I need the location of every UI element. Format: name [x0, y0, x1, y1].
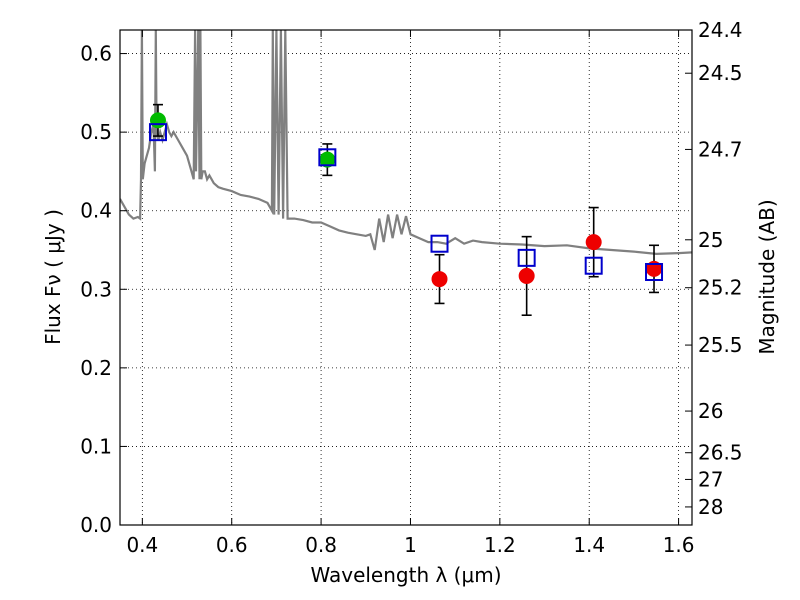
y2-tick-label: 24.4	[698, 18, 743, 42]
y2-tick-label: 27	[698, 467, 723, 491]
data-point	[518, 267, 535, 284]
y-tick-label: 0.1	[80, 434, 112, 458]
x-tick-label: 1.2	[484, 533, 516, 557]
y-tick-label: 0.5	[80, 120, 112, 144]
y-tick-label: 0.0	[80, 513, 112, 537]
y2-tick-label: 25.2	[698, 276, 743, 300]
y-tick-label: 0.4	[80, 199, 112, 223]
x-tick-label: 1.6	[663, 533, 695, 557]
grid-lines	[120, 30, 692, 526]
model-square	[318, 148, 337, 167]
x-tick-label: 0.8	[305, 533, 337, 557]
y-tick-label: 0.2	[80, 356, 112, 380]
data-point	[431, 271, 448, 288]
x-tick-label: 1	[404, 533, 417, 557]
plot-frame	[119, 29, 693, 526]
y2-tick-label: 25.5	[698, 333, 743, 357]
y-axis-label: Flux Fν ( μJy )	[41, 209, 65, 345]
model-square	[517, 248, 536, 267]
y2-tick-label: 24.5	[698, 61, 743, 85]
axis-ticks: 0.4 0.6 0.8 1 1.2 1.4 1.6 0.0 0.1 0.2 0.3 0.4 0.5 0.6…	[80, 18, 742, 557]
model-square	[645, 263, 664, 281]
model-square	[148, 123, 167, 142]
y2-axis-label: Magnitude (AB)	[755, 199, 779, 354]
y2-tick-label: 25	[698, 228, 723, 252]
y2-tick-label: 24.7	[698, 137, 743, 161]
y2-tick-label: 28	[698, 495, 723, 519]
x-tick-label: 1.4	[573, 533, 605, 557]
model-square	[430, 234, 449, 253]
plot-area	[120, 30, 692, 317]
x-tick-label: 0.6	[216, 533, 248, 557]
x-axis-label: Wavelength λ (μm)	[310, 563, 501, 587]
y-tick-label: 0.3	[80, 277, 112, 301]
y-tick-label: 0.6	[80, 42, 112, 66]
x-tick-label: 0.4	[126, 533, 158, 557]
spectrum-line	[120, 30, 692, 256]
data-point	[585, 234, 602, 251]
model-square	[584, 256, 603, 275]
data-point	[149, 112, 166, 129]
y2-tick-label: 26	[698, 399, 723, 423]
y2-tick-label: 26.5	[698, 441, 743, 465]
